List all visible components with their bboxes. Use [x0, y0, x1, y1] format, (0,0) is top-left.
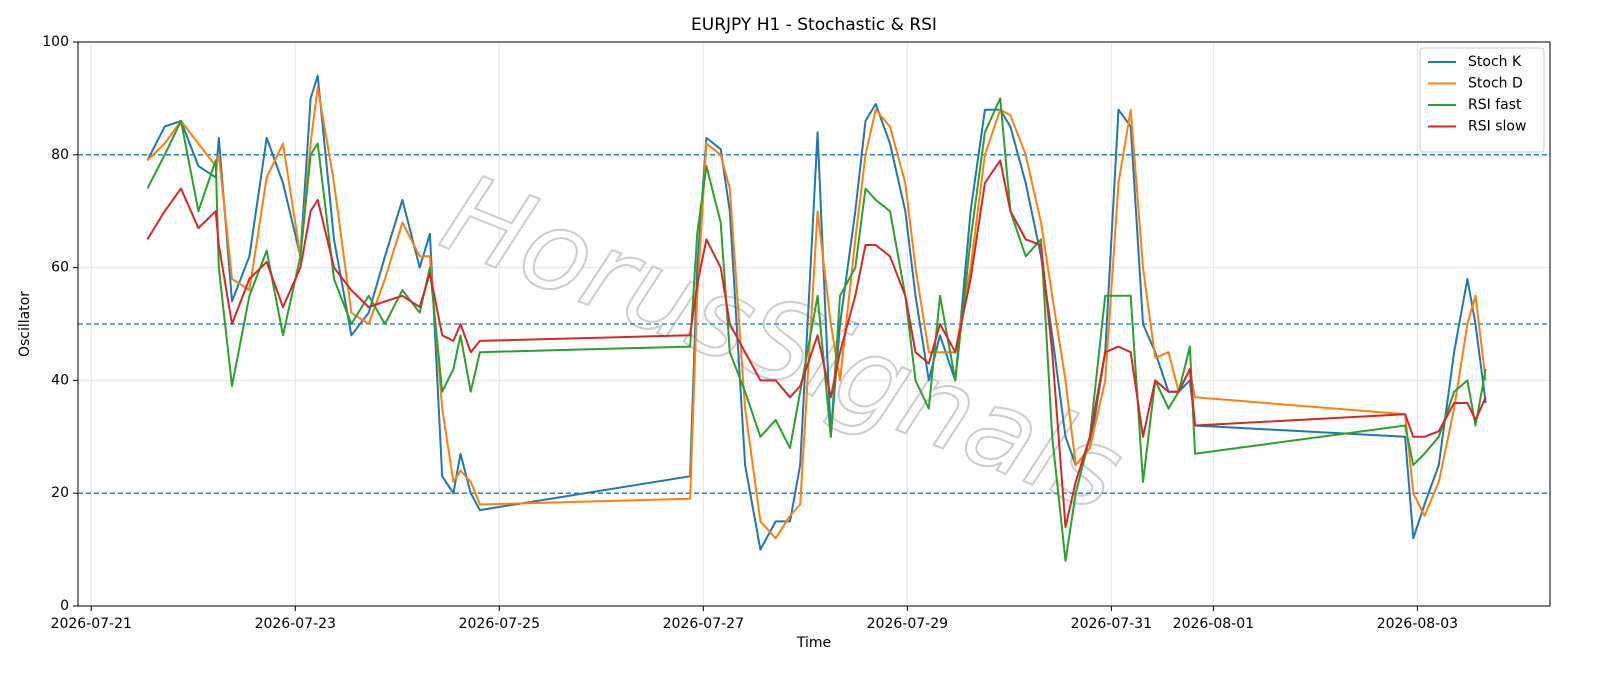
watermark: HorusSignals — [426, 149, 1139, 536]
x-tick-label: 2026-07-27 — [663, 616, 744, 632]
y-tick-label: 80 — [51, 147, 69, 163]
x-tick-label: 2026-07-29 — [867, 616, 948, 632]
chart-title: EURJPY H1 - Stochastic & RSI — [691, 15, 937, 35]
y-tick-label: 20 — [51, 485, 69, 501]
y-tick-label: 100 — [42, 34, 69, 50]
x-tick-label: 2026-08-01 — [1173, 616, 1254, 632]
x-tick-label: 2026-07-21 — [51, 616, 132, 632]
legend: Stoch K Stoch D RSI fast RSI slow — [1419, 47, 1545, 153]
legend-label: Stoch D — [1468, 76, 1523, 92]
x-tick-label: 2026-07-25 — [459, 616, 540, 632]
plot-frame — [77, 41, 1551, 607]
x-axis-label: Time — [796, 635, 831, 651]
series-line — [146, 97, 1487, 562]
y-axis-label: Oscillator — [17, 291, 33, 357]
x-tick-label: 2026-07-31 — [1071, 616, 1152, 632]
y-tick-label: 40 — [51, 372, 69, 388]
y-tick-label: 60 — [51, 260, 69, 276]
legend-label: Stoch K — [1468, 54, 1522, 70]
legend-label: RSI slow — [1468, 119, 1526, 135]
x-tick-label: 2026-07-23 — [255, 616, 336, 632]
y-tick-label: 0 — [60, 598, 69, 614]
x-tick-label: 2026-08-03 — [1377, 616, 1458, 632]
series-line — [146, 159, 1487, 528]
legend-label: RSI fast — [1468, 97, 1522, 113]
